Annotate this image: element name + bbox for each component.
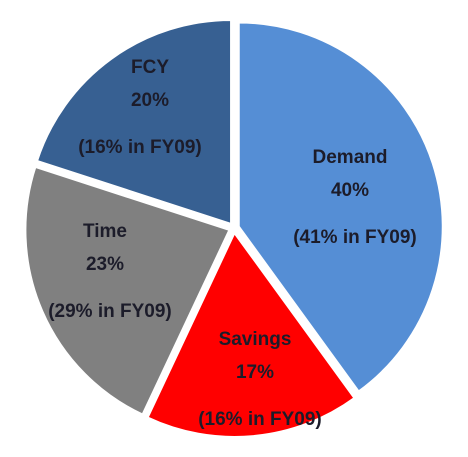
pie-slice (146, 231, 356, 438)
slice-note: (16% in FY09) (78, 137, 202, 158)
slice-value: 23% (86, 254, 124, 275)
pie-slice (237, 21, 444, 393)
slice-label: Demand (313, 147, 388, 168)
pie-slice (24, 165, 231, 416)
slice-note: (16% in FY09) (198, 409, 322, 430)
slice-value: 20% (131, 90, 169, 111)
slice-label: Time (83, 221, 127, 242)
slice-label: FCY (131, 57, 169, 78)
slice-note: (29% in FY09) (48, 301, 172, 322)
pie-slice (35, 18, 233, 226)
slice-value: 17% (236, 362, 274, 383)
slice-note: (41% in FY09) (293, 227, 417, 248)
slice-label: Savings (219, 329, 292, 350)
slice-value: 40% (331, 180, 369, 201)
